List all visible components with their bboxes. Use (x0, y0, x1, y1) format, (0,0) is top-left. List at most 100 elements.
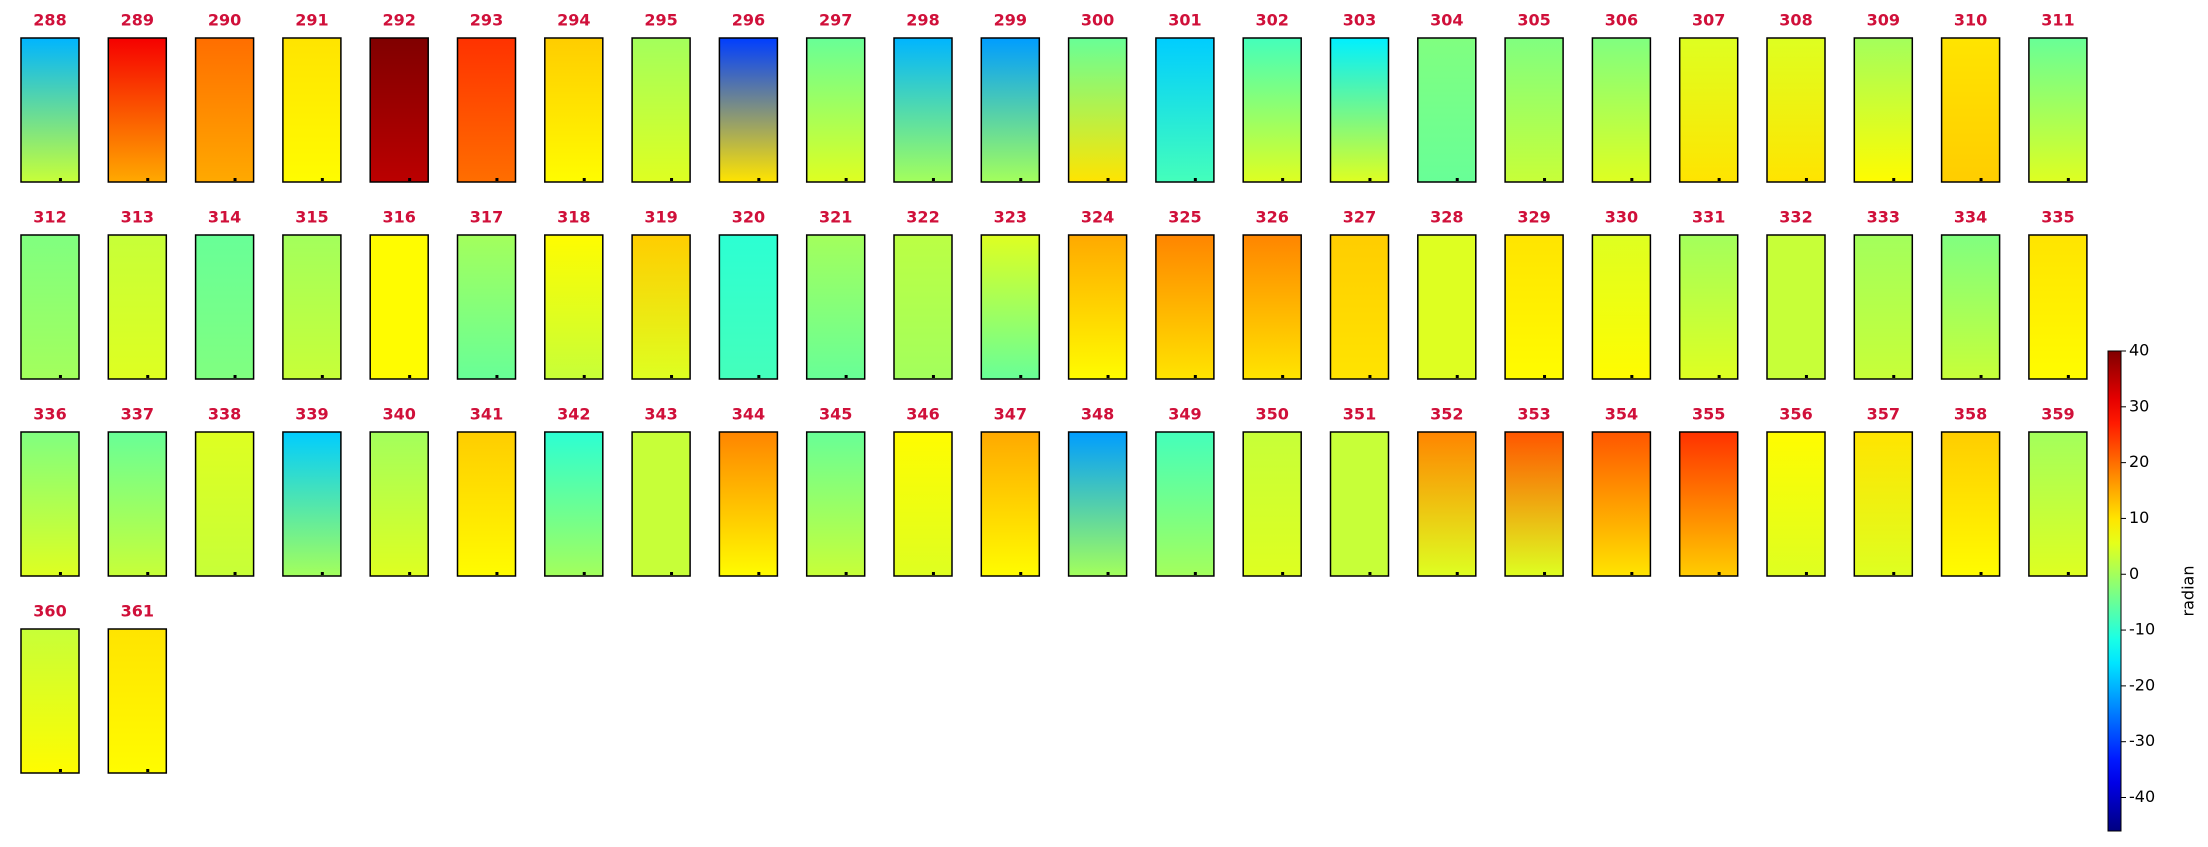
panel-title: 328 (1430, 208, 1463, 227)
colorbar-label: radian (2179, 566, 2198, 617)
reference-point (1717, 572, 1721, 575)
panel-title: 289 (121, 11, 154, 30)
panel-image (456, 234, 517, 380)
panel-title: 324 (1081, 208, 1114, 227)
panel-title: 354 (1605, 405, 1638, 424)
panel-title: 310 (1954, 11, 1987, 30)
panel-image (369, 37, 429, 183)
reference-point (146, 572, 150, 575)
reference-point (1019, 572, 1023, 575)
reference-point (1455, 178, 1459, 181)
panel-image (1242, 431, 1302, 577)
panel-title: 356 (1779, 405, 1812, 424)
panel-title: 317 (470, 208, 503, 227)
panel-title: 336 (33, 405, 66, 424)
panel-image (282, 234, 342, 380)
panel-image (1853, 37, 1914, 183)
reference-point (1281, 375, 1285, 378)
reference-point (1106, 375, 1110, 378)
panel-image (1766, 37, 1826, 183)
panel-image (2028, 234, 2088, 380)
panel-image (980, 37, 1041, 183)
colorbar-tick-label: 0 (2129, 564, 2139, 583)
panel-title: 294 (557, 11, 590, 30)
panel-image (893, 37, 953, 183)
panel-image (107, 431, 168, 577)
colorbar-tick-label: 20 (2129, 452, 2149, 471)
panel-title: 314 (208, 208, 241, 227)
panel-title: 290 (208, 11, 241, 30)
reference-point (670, 375, 674, 378)
panel-title: 327 (1343, 208, 1376, 227)
panel-image (718, 234, 779, 380)
panel-image (1155, 431, 1215, 577)
panel-image (980, 234, 1041, 380)
reference-point (1193, 178, 1197, 181)
panel-image (456, 37, 517, 183)
panel-title: 329 (1517, 208, 1550, 227)
reference-point (1455, 375, 1459, 378)
panel-title: 303 (1343, 11, 1376, 30)
panel-title: 295 (644, 11, 677, 30)
panel-title: 311 (2041, 11, 2074, 30)
panel-image (2028, 431, 2088, 577)
reference-point (1281, 178, 1285, 181)
reference-point (2066, 178, 2070, 181)
panel-image (1329, 431, 1390, 577)
reference-point (844, 572, 848, 575)
panel-title: 319 (644, 208, 677, 227)
panel-image (718, 37, 779, 183)
reference-point (1979, 572, 1983, 575)
panel-image (1504, 37, 1564, 183)
panel-image (893, 431, 953, 577)
reference-point (408, 375, 412, 378)
reference-point (670, 572, 674, 575)
panel-image (1067, 234, 1128, 380)
panel-title: 318 (557, 208, 590, 227)
panel-title: 299 (994, 11, 1027, 30)
panel-title: 307 (1692, 11, 1725, 30)
panel-title: 304 (1430, 11, 1463, 30)
reference-point (2066, 572, 2070, 575)
panel-image (1417, 431, 1477, 577)
panel-image (1155, 37, 1215, 183)
panel-title: 346 (906, 405, 939, 424)
reference-point (1543, 572, 1547, 575)
panel-image (20, 431, 80, 577)
panel-title: 323 (994, 208, 1027, 227)
reference-point (931, 178, 935, 181)
reference-point (1106, 178, 1110, 181)
panel-image (805, 37, 866, 183)
panel-title: 333 (1867, 208, 1900, 227)
panel-title: 315 (295, 208, 328, 227)
colorbar-tick-label: -30 (2129, 731, 2155, 750)
reference-point (320, 375, 324, 378)
panel-title: 341 (470, 405, 503, 424)
colorbar-tick-label: 30 (2129, 396, 2149, 415)
panel-title: 308 (1779, 11, 1812, 30)
panel-image (1329, 37, 1390, 183)
reference-point (582, 375, 586, 378)
panel-title: 332 (1779, 208, 1812, 227)
panel-image (194, 37, 255, 183)
reference-point (1717, 375, 1721, 378)
reference-point (1979, 375, 1983, 378)
panel-title: 300 (1081, 11, 1114, 30)
reference-point (1368, 572, 1372, 575)
panel-title: 291 (295, 11, 328, 30)
panel-title: 349 (1168, 405, 1201, 424)
panel-image (544, 431, 604, 577)
panel-image (1242, 234, 1302, 380)
reference-point (931, 375, 935, 378)
panel-title: 293 (470, 11, 503, 30)
panel-image (1940, 37, 2001, 183)
reference-point (582, 572, 586, 575)
reference-point (757, 178, 761, 181)
reference-point (582, 178, 586, 181)
panel-title: 340 (382, 405, 415, 424)
panel-title: 343 (644, 405, 677, 424)
panel-image (718, 431, 779, 577)
panel-image (20, 234, 80, 380)
reference-point (408, 572, 412, 575)
panel-title: 292 (382, 11, 415, 30)
